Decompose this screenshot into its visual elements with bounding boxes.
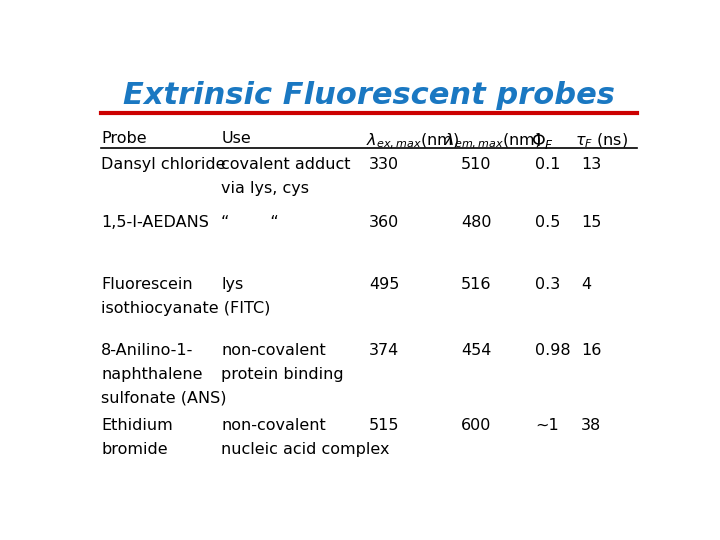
Text: ~1: ~1 bbox=[535, 418, 559, 433]
Text: 1,5-I-AEDANS: 1,5-I-AEDANS bbox=[101, 215, 209, 231]
Text: sulfonate (ANS): sulfonate (ANS) bbox=[101, 391, 227, 406]
Text: lys: lys bbox=[221, 277, 243, 292]
Text: 516: 516 bbox=[461, 277, 492, 292]
Text: 38: 38 bbox=[581, 418, 601, 433]
Text: 13: 13 bbox=[581, 157, 601, 172]
Text: 515: 515 bbox=[369, 418, 400, 433]
Text: isothiocyanate (FITC): isothiocyanate (FITC) bbox=[101, 301, 271, 316]
Text: non-covalent: non-covalent bbox=[221, 418, 326, 433]
Text: 4: 4 bbox=[581, 277, 591, 292]
Text: 510: 510 bbox=[461, 157, 492, 172]
Text: 8-Anilino-1-: 8-Anilino-1- bbox=[101, 342, 194, 357]
Text: 374: 374 bbox=[369, 342, 400, 357]
Text: 0.98: 0.98 bbox=[535, 342, 571, 357]
Text: bromide: bromide bbox=[101, 442, 168, 457]
Text: protein binding: protein binding bbox=[221, 367, 343, 382]
Text: $\tau_F$ (ns): $\tau_F$ (ns) bbox=[575, 131, 629, 150]
Text: 600: 600 bbox=[461, 418, 492, 433]
Text: 454: 454 bbox=[461, 342, 492, 357]
Text: $\lambda_{em,max}$(nm): $\lambda_{em,max}$(nm) bbox=[444, 131, 541, 151]
Text: 0.1: 0.1 bbox=[535, 157, 561, 172]
Text: via lys, cys: via lys, cys bbox=[221, 181, 309, 196]
Text: Dansyl chloride: Dansyl chloride bbox=[101, 157, 225, 172]
Text: 0.5: 0.5 bbox=[535, 215, 561, 231]
Text: covalent adduct: covalent adduct bbox=[221, 157, 351, 172]
Text: Fluorescein: Fluorescein bbox=[101, 277, 193, 292]
Text: Probe: Probe bbox=[101, 131, 147, 146]
Text: Ethidium: Ethidium bbox=[101, 418, 173, 433]
Text: $\lambda_{ex,max}$(nm): $\lambda_{ex,max}$(nm) bbox=[366, 131, 459, 151]
Text: 16: 16 bbox=[581, 342, 601, 357]
Text: Extrinsic Fluorescent probes: Extrinsic Fluorescent probes bbox=[123, 82, 615, 111]
Text: non-covalent: non-covalent bbox=[221, 342, 326, 357]
Text: 360: 360 bbox=[369, 215, 400, 231]
Text: 15: 15 bbox=[581, 215, 601, 231]
Text: 480: 480 bbox=[461, 215, 492, 231]
Text: Use: Use bbox=[221, 131, 251, 146]
Text: 495: 495 bbox=[369, 277, 400, 292]
Text: $\Phi_F$: $\Phi_F$ bbox=[531, 131, 554, 151]
Text: 0.3: 0.3 bbox=[535, 277, 561, 292]
Text: “        “: “ “ bbox=[221, 215, 279, 231]
Text: 330: 330 bbox=[369, 157, 399, 172]
Text: naphthalene: naphthalene bbox=[101, 367, 202, 382]
Text: nucleic acid complex: nucleic acid complex bbox=[221, 442, 390, 457]
